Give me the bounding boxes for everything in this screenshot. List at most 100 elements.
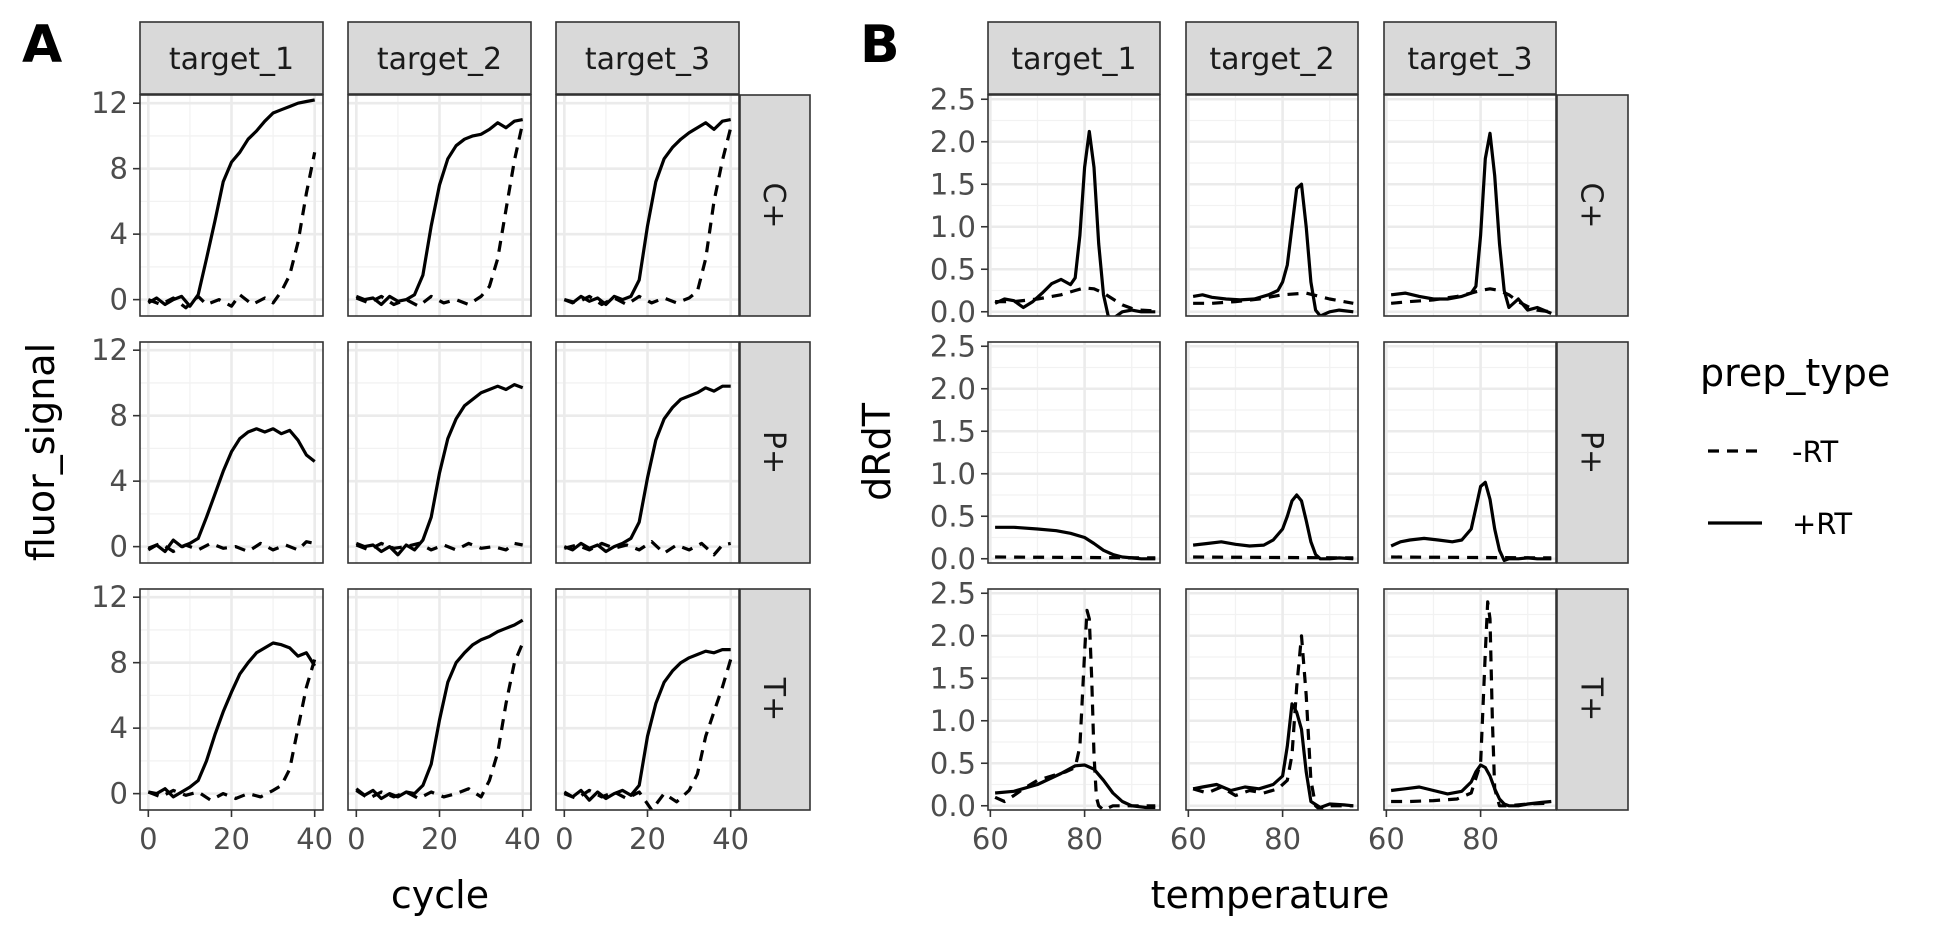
panel-a-facet-T+-target_1: 0 4 8 12 0 20 40 — [91, 580, 333, 856]
series-line-plus-rt — [995, 525, 1156, 561]
series-line-plus-rt — [994, 763, 1156, 810]
x-tick-label: 40 — [712, 822, 749, 856]
series-line-plus-rt — [563, 384, 731, 554]
series-line-minus-rt — [355, 541, 524, 552]
panel-b-row-label-C+: C+ — [1574, 182, 1609, 228]
panel-a-facet-T+-target_3: 0 20 40 — [555, 588, 749, 856]
panel-a-facet-P+-target_1: 0 4 8 12 — [91, 333, 324, 564]
panel-b-row-strip-C+ — [1556, 94, 1629, 317]
facet-border — [1185, 94, 1359, 317]
y-tick-label: 12 — [91, 86, 128, 120]
x-tick-label: 80 — [1264, 822, 1301, 856]
panel-a-row-label-P+: P+ — [756, 431, 791, 474]
y-tick-label: 2.0 — [930, 619, 976, 653]
panel-b-facet-P+-target_3 — [1383, 341, 1557, 564]
x-tick-label: 60 — [1368, 822, 1405, 856]
series-line-minus-rt — [147, 540, 316, 554]
panel-a-facet-C+-target_3 — [555, 94, 740, 317]
y-tick-label: 1.5 — [930, 414, 976, 448]
legend-label-plus-rt: +RT — [1792, 507, 1852, 541]
panel-a-facet-T+-target_2: 0 20 40 — [347, 588, 541, 856]
facet-border — [555, 341, 740, 564]
panel-a-col-label-target_2: target_2 — [377, 42, 502, 77]
panel-b-facet-C+-target_1: 0.0 0.5 1.0 1.5 2.0 2.5 — [930, 82, 1161, 329]
y-tick-label: 0.5 — [930, 746, 976, 780]
y-tick-label: 0 — [110, 777, 128, 811]
y-tick-label: 0 — [110, 283, 128, 317]
panel-b-col-label-target_1: target_1 — [1011, 42, 1136, 77]
series-line-plus-rt — [147, 641, 317, 799]
panel-b-facet-P+-target_2 — [1185, 341, 1359, 564]
series-line-plus-rt — [355, 618, 524, 801]
y-tick-label: 0.0 — [930, 542, 976, 576]
x-tick-label: 60 — [972, 822, 1009, 856]
series-line-plus-rt — [147, 427, 316, 554]
series-line-minus-rt — [147, 151, 317, 310]
series-line-plus-rt — [563, 118, 732, 307]
series-line-plus-rt — [1192, 182, 1354, 316]
facet-border — [347, 341, 532, 564]
series-line-minus-rt — [563, 540, 732, 557]
y-tick-label: 2.5 — [930, 329, 976, 363]
x-tick-label: 0 — [139, 822, 157, 856]
panel-b-row-strip-T+ — [1556, 588, 1629, 811]
facet-border — [987, 341, 1161, 564]
panel-b-col-strip-target_3 — [1383, 21, 1557, 95]
series-line-plus-rt — [355, 118, 524, 307]
panel-a-x-axis-title: cycle — [391, 873, 489, 917]
series-line-minus-rt — [355, 642, 525, 801]
legend-title: prep_type — [1700, 351, 1890, 395]
x-tick-label: 20 — [629, 822, 666, 856]
x-tick-label: 0 — [555, 822, 573, 856]
panel-b-facet-C+-target_3 — [1383, 94, 1557, 317]
y-tick-label: 0 — [110, 530, 128, 564]
panel-b-facet-T+-target_1: 0.0 0.5 1.0 1.5 2.0 2.5 60 80 — [930, 576, 1161, 856]
facet-border — [987, 94, 1161, 317]
facet-border — [347, 94, 532, 317]
panel-b-facet-P+-target_1: 0.0 0.5 1.0 1.5 2.0 2.5 — [930, 329, 1161, 576]
facet-border — [139, 341, 324, 564]
series-line-minus-rt — [147, 658, 317, 802]
y-tick-label: 0.0 — [930, 295, 976, 329]
y-tick-label: 8 — [110, 152, 128, 186]
series-line-plus-rt — [147, 98, 316, 308]
series-line-plus-rt — [563, 647, 731, 802]
series-line-plus-rt — [1390, 763, 1552, 808]
panel-b-col-strip-target_2 — [1185, 21, 1359, 95]
panel-a-facet-P+-target_2 — [347, 341, 532, 564]
panel-a-facet-C+-target_1: 0 4 8 12 — [91, 86, 324, 317]
x-tick-label: 80 — [1066, 822, 1103, 856]
y-tick-label: 4 — [110, 464, 128, 498]
panel-b-col-label-target_2: target_2 — [1209, 42, 1334, 77]
y-tick-label: 2.5 — [930, 576, 976, 610]
facet-border — [1383, 588, 1557, 811]
series-line-plus-rt — [1192, 702, 1354, 810]
y-tick-label: 0.5 — [930, 499, 976, 533]
facet-border — [1383, 341, 1557, 564]
y-tick-label: 1.0 — [930, 457, 976, 491]
facet-border — [139, 94, 324, 317]
series-line-plus-rt — [1192, 493, 1354, 561]
panel-a-col-label-target_1: target_1 — [169, 42, 294, 77]
y-tick-label: 12 — [91, 580, 128, 614]
legend-label-minus-rt: -RT — [1792, 435, 1839, 469]
x-tick-label: 0 — [347, 822, 365, 856]
y-tick-label: 1.0 — [930, 210, 976, 244]
y-tick-label: 8 — [110, 646, 128, 680]
panel-b-col-label-target_3: target_3 — [1407, 42, 1532, 77]
panel-a-col-label-target_3: target_3 — [585, 42, 710, 77]
panel-a-row-strip-C+ — [739, 94, 811, 317]
panel-b-tag: B — [860, 15, 900, 75]
panel-a-y-axis-title: fluor_signal — [19, 343, 63, 561]
facet-border — [1185, 341, 1359, 564]
x-tick-label: 40 — [504, 822, 541, 856]
panel-b-facet-T+-target_3: 60 80 — [1368, 588, 1557, 856]
panel-a-col-strip-target_3 — [555, 21, 740, 95]
panel-a-row-label-T+: T+ — [756, 677, 791, 721]
panel-a-col-strip-target_1 — [139, 21, 324, 95]
panel-a-row-strip-T+ — [739, 588, 811, 811]
series-line-plus-rt — [355, 383, 524, 557]
x-tick-label: 20 — [213, 822, 250, 856]
panel-b-y-axis-title: dRdT — [855, 402, 899, 501]
